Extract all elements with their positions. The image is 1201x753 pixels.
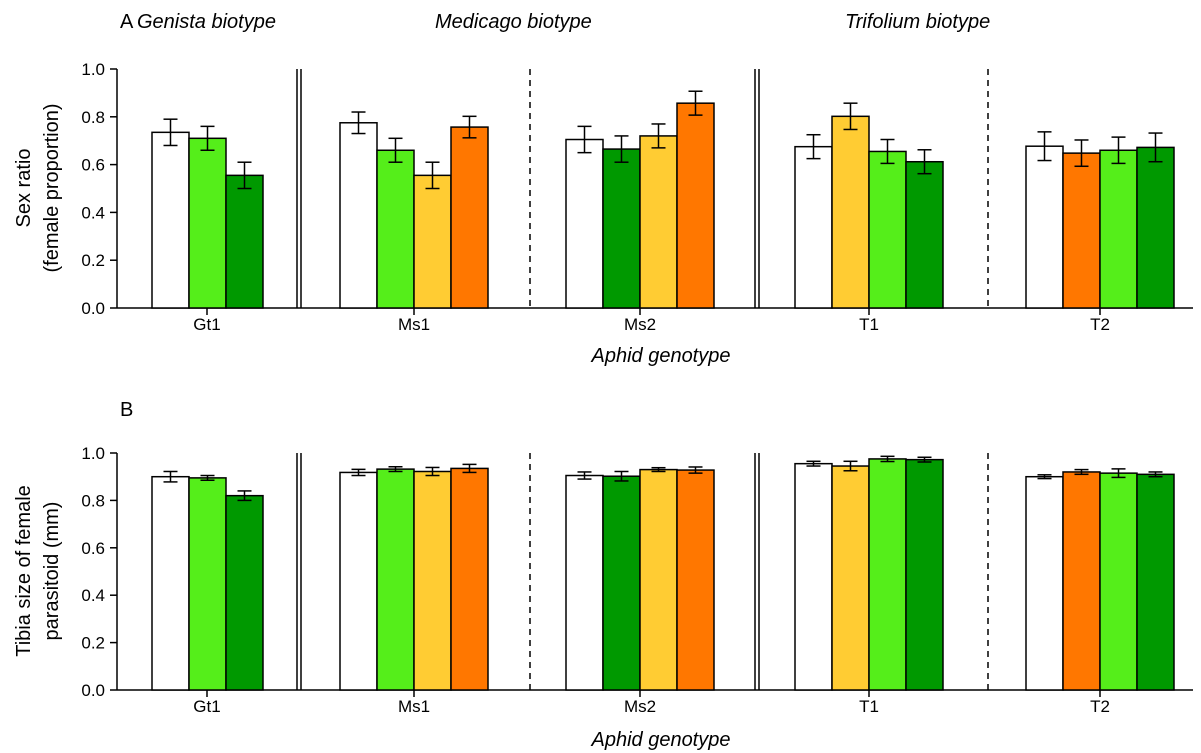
bar: [225, 174, 264, 309]
y-axis-label: Tibia size of female: [13, 485, 35, 657]
bar: [639, 135, 678, 309]
y-tick-label: 0.6: [81, 156, 105, 175]
bar: [868, 458, 907, 691]
x-tick-label: T2: [1090, 315, 1110, 334]
bar: [565, 474, 604, 691]
bar: [602, 475, 641, 691]
bar: [1136, 146, 1175, 309]
bar: [794, 145, 833, 309]
x-tick-label: Ms1: [398, 315, 430, 334]
x-tick-label: Ms2: [624, 315, 656, 334]
bar: [339, 471, 378, 691]
bar: [1136, 473, 1175, 691]
x-axis-label: Aphid genotype: [590, 345, 730, 367]
y-axis-label: parasitoid (mm): [41, 502, 63, 641]
bar: [831, 115, 870, 309]
x-axis-label: Aphid genotype: [590, 729, 730, 751]
bar: [1099, 472, 1138, 691]
bar: [868, 150, 907, 309]
y-tick-label: 0.4: [81, 586, 105, 605]
bar: [794, 462, 833, 691]
panel-b-label: B: [120, 399, 133, 421]
y-tick-label: 0.2: [81, 251, 105, 270]
bar: [602, 148, 641, 309]
y-tick-label: 0.8: [81, 491, 105, 510]
bar: [450, 126, 489, 309]
bar: [565, 138, 604, 309]
bar: [1062, 471, 1101, 691]
y-tick-label: 0.6: [81, 539, 105, 558]
trifolium-biotype-label: Trifolium biotype: [845, 11, 990, 33]
bar: [831, 465, 870, 691]
panel-a-chart: 0.0 0.2 0.4 0.6 0.8 1.0 Sex ratio (female propo…: [13, 60, 1193, 367]
y-tick-label: 0.0: [81, 299, 105, 318]
medicago-biotype-label: Medicago biotype: [435, 11, 592, 33]
bar: [151, 475, 190, 691]
bar: [413, 470, 452, 691]
bar: [1062, 152, 1101, 309]
y-tick-label: 1.0: [81, 444, 105, 463]
panel-b-chart: 0.0 0.2 0.4 0.6 0.8 1.0 Tibia size of female pa…: [13, 444, 1193, 751]
x-tick-label: Ms2: [624, 697, 656, 716]
bar: [639, 468, 678, 691]
bar: [413, 174, 452, 309]
bar: [450, 467, 489, 691]
genista-biotype-label: Genista biotype: [137, 11, 276, 33]
bar: [905, 160, 944, 309]
bar: [1099, 149, 1138, 309]
y-axis-label: (female proportion): [41, 104, 63, 273]
x-tick-label: Gt1: [193, 697, 220, 716]
x-tick-label: T1: [859, 697, 879, 716]
bar: [905, 458, 944, 691]
panel-a-label: A: [120, 11, 134, 33]
bar: [376, 468, 415, 691]
y-tick-label: 0.2: [81, 634, 105, 653]
x-tick-label: Gt1: [193, 315, 220, 334]
y-tick-label: 0.4: [81, 203, 105, 222]
bar: [1025, 145, 1064, 309]
y-tick-label: 0.0: [81, 681, 105, 700]
bar: [188, 137, 227, 309]
y-axis-label: Sex ratio: [13, 149, 35, 228]
bar: [676, 469, 715, 691]
bar: [151, 131, 190, 309]
x-tick-label: Ms1: [398, 697, 430, 716]
bar: [188, 477, 227, 691]
bar: [376, 149, 415, 309]
bar: [225, 494, 264, 691]
bar: [676, 102, 715, 309]
bar: [1025, 475, 1064, 691]
x-tick-label: T2: [1090, 697, 1110, 716]
y-tick-label: 1.0: [81, 60, 105, 79]
y-tick-label: 0.8: [81, 108, 105, 127]
bar: [339, 122, 378, 309]
x-tick-label: T1: [859, 315, 879, 334]
